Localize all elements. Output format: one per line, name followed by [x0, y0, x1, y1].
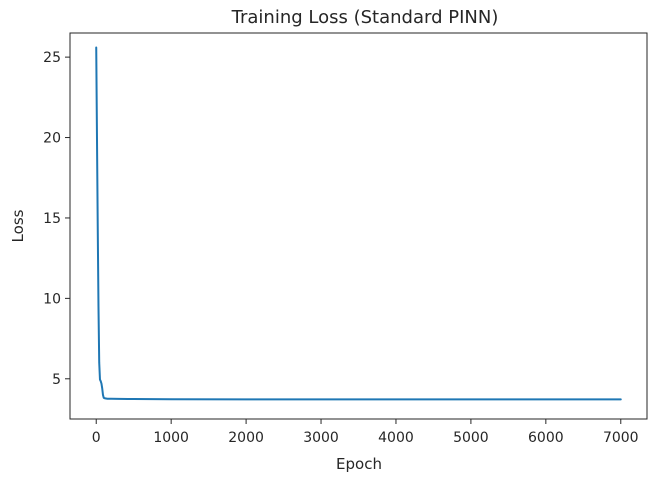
plot-area-frame	[69, 32, 648, 420]
x-tick-label: 2000	[228, 430, 264, 446]
y-tick-label: 10	[43, 291, 61, 307]
x-tick-label: 5000	[453, 430, 489, 446]
y-tick-label: 5	[52, 372, 61, 388]
loss-series-line	[95, 46, 622, 401]
y-axis-label: Loss	[9, 209, 27, 242]
x-axis-label: Epoch	[336, 455, 382, 473]
x-axis-ticks: 0 1000 2000 3000 4000 5000 6000 7000	[92, 419, 639, 446]
chart-title: Training Loss (Standard PINN)	[231, 7, 499, 28]
x-tick-label: 0	[92, 430, 101, 446]
y-tick-label: 20	[43, 131, 61, 147]
y-tick-label: 25	[43, 50, 61, 66]
series-layer	[95, 46, 622, 401]
x-tick-label: 1000	[153, 430, 189, 446]
y-axis-ticks: 5 10 15 20 25	[43, 50, 70, 388]
x-tick-label: 7000	[603, 430, 639, 446]
x-tick-label: 6000	[528, 430, 564, 446]
x-tick-label: 3000	[303, 430, 339, 446]
x-tick-label: 4000	[378, 430, 414, 446]
y-tick-label: 15	[43, 211, 61, 227]
